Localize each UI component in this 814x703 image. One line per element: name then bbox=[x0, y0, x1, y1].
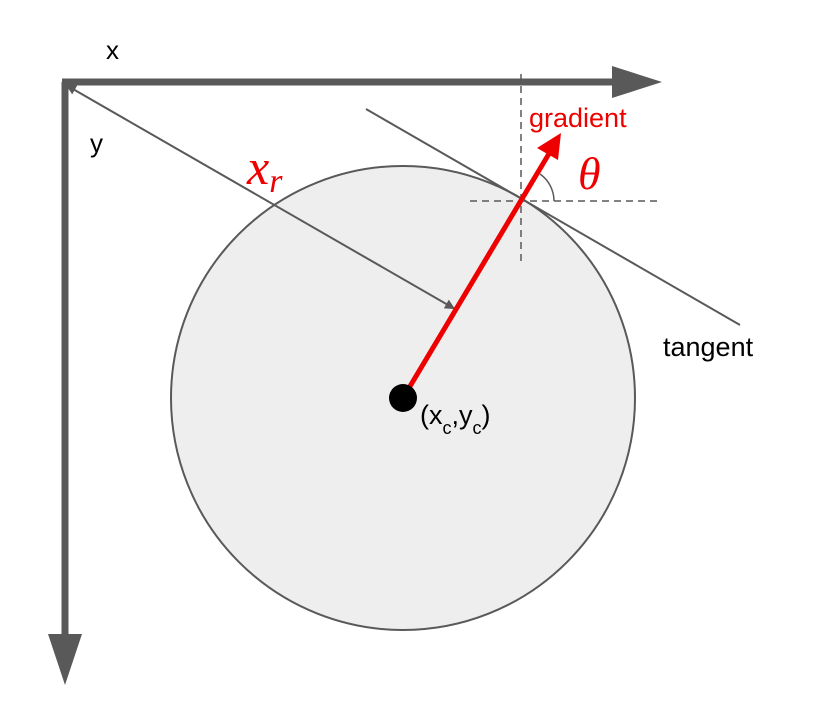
theta-label: θ bbox=[578, 148, 601, 199]
center-label-mid: ,y bbox=[452, 400, 474, 430]
center-point bbox=[389, 384, 417, 412]
gradient-arrowhead bbox=[537, 133, 561, 160]
radius-label-main: x bbox=[246, 139, 269, 195]
center-label-close: ) bbox=[482, 400, 491, 430]
center-label-open: (x bbox=[420, 400, 443, 430]
y-axis-label: y bbox=[90, 128, 103, 158]
gradient-label: gradient bbox=[529, 103, 627, 133]
tangent-label: tangent bbox=[663, 332, 754, 362]
x-axis-arrowhead bbox=[612, 66, 662, 98]
theta-arc bbox=[539, 173, 555, 202]
x-axis-label: x bbox=[106, 35, 119, 65]
center-label: (xc,yc) bbox=[420, 400, 491, 438]
radius-label: xr bbox=[246, 139, 283, 200]
center-label-sub-y: c bbox=[473, 418, 482, 438]
y-axis-arrowhead bbox=[48, 634, 82, 685]
center-label-sub-x: c bbox=[443, 418, 452, 438]
radius-vector bbox=[65, 84, 456, 310]
gradient-arrow bbox=[400, 150, 553, 400]
radius-label-sub: r bbox=[269, 163, 283, 200]
